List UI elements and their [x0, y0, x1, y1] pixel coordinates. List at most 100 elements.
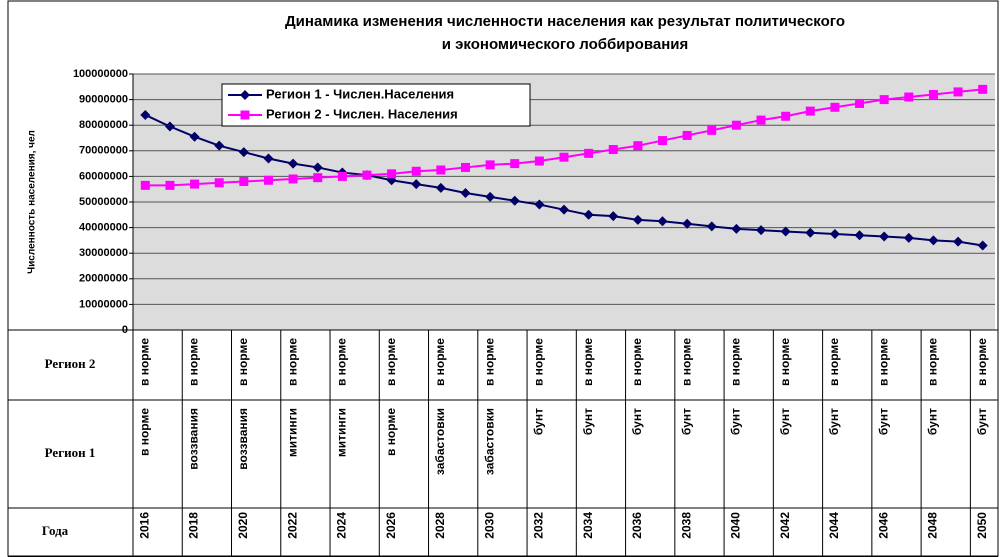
category-label: воззвания	[187, 408, 201, 470]
category-label: в норме	[384, 338, 398, 386]
x-tick-label: 2050	[975, 512, 989, 539]
marker	[534, 156, 544, 166]
marker	[288, 158, 299, 169]
marker	[337, 171, 347, 181]
row-header: Года	[42, 523, 69, 538]
marker	[756, 225, 767, 236]
marker	[682, 130, 692, 140]
marker	[411, 166, 421, 176]
category-label: в норме	[137, 338, 151, 386]
y-tick-label: 20000000	[79, 273, 128, 285]
x-tick-label: 2022	[285, 512, 299, 539]
marker	[903, 232, 914, 243]
category-label: бунт	[729, 408, 743, 435]
marker	[953, 87, 963, 97]
marker	[411, 179, 422, 190]
x-tick-label: 2018	[187, 512, 201, 539]
marker	[435, 182, 446, 193]
frame	[7, 0, 999, 557]
marker	[362, 170, 372, 180]
marker	[190, 179, 200, 189]
chart-title: и экономического лоббирования	[442, 36, 689, 53]
marker	[731, 120, 741, 130]
marker	[608, 145, 618, 155]
marker	[756, 115, 766, 125]
x-tick-label: 2044	[827, 512, 841, 539]
marker	[510, 159, 520, 169]
marker	[436, 165, 446, 175]
marker	[658, 136, 668, 146]
category-label: в норме	[532, 338, 546, 386]
category-label: воззвания	[236, 408, 250, 470]
category-label: бунт	[679, 408, 693, 435]
marker	[879, 231, 890, 242]
marker	[879, 95, 889, 105]
category-label: в норме	[778, 338, 792, 386]
category-label: в норме	[581, 338, 595, 386]
marker	[781, 111, 791, 121]
marker	[189, 131, 200, 142]
marker	[805, 106, 815, 116]
legend-marker	[240, 110, 250, 120]
x-tick-label: 2038	[679, 512, 693, 539]
category-label: в норме	[285, 338, 299, 386]
category-label: в норме	[975, 338, 989, 386]
chart-title: Динамика изменения численности населения…	[285, 13, 845, 30]
marker	[731, 223, 742, 234]
row-header: Регион 1	[45, 445, 96, 460]
marker	[928, 235, 939, 246]
marker	[534, 199, 545, 210]
marker	[657, 216, 668, 227]
category-label: бунт	[827, 408, 841, 435]
x-tick-label: 2032	[532, 512, 546, 539]
marker	[633, 141, 643, 151]
y-tick-label: 60000000	[79, 170, 128, 182]
marker	[460, 162, 470, 172]
category-label: бунт	[876, 408, 890, 435]
category-label: в норме	[827, 338, 841, 386]
marker	[707, 125, 717, 135]
legend-marker	[240, 90, 250, 100]
marker	[140, 109, 151, 120]
y-tick-label: 80000000	[79, 119, 128, 131]
x-tick-label: 2036	[630, 512, 644, 539]
x-tick-label: 2048	[926, 512, 940, 539]
y-tick-label: 50000000	[79, 196, 128, 208]
y-tick-label: 100000000	[73, 68, 128, 80]
marker	[387, 169, 397, 179]
marker	[829, 229, 840, 239]
category-label: в норме	[335, 338, 349, 386]
x-tick-label: 2034	[581, 512, 595, 539]
category-label: в норме	[679, 338, 693, 386]
category-label: в норме	[137, 408, 151, 456]
marker	[288, 174, 298, 184]
legend-label: Регион 1 - Числен.Населения	[266, 86, 454, 101]
category-label: в норме	[433, 338, 447, 386]
y-tick-label: 10000000	[79, 298, 128, 310]
legend-label: Регион 2 - Числен. Населения	[266, 106, 458, 121]
category-label: в норме	[236, 338, 250, 386]
category-label: бунт	[778, 408, 792, 435]
marker	[632, 214, 643, 225]
marker	[855, 98, 865, 108]
marker	[263, 153, 274, 164]
marker	[485, 191, 496, 202]
category-label: в норме	[384, 408, 398, 456]
marker	[830, 102, 840, 112]
x-tick-label: 2040	[729, 512, 743, 539]
marker	[509, 195, 520, 206]
marker	[214, 178, 224, 188]
x-tick-label: 2028	[433, 512, 447, 539]
marker	[928, 89, 938, 99]
marker	[313, 173, 323, 183]
category-label: митинги	[285, 408, 299, 457]
category-label: забастовки	[482, 408, 496, 475]
marker	[706, 221, 717, 232]
marker	[978, 84, 988, 94]
y-axis-label: Численность населения, чел	[27, 130, 38, 274]
marker	[263, 175, 273, 185]
marker	[164, 121, 175, 132]
marker	[312, 162, 323, 173]
category-label: забастовки	[433, 408, 447, 475]
category-label: бунт	[926, 408, 940, 435]
